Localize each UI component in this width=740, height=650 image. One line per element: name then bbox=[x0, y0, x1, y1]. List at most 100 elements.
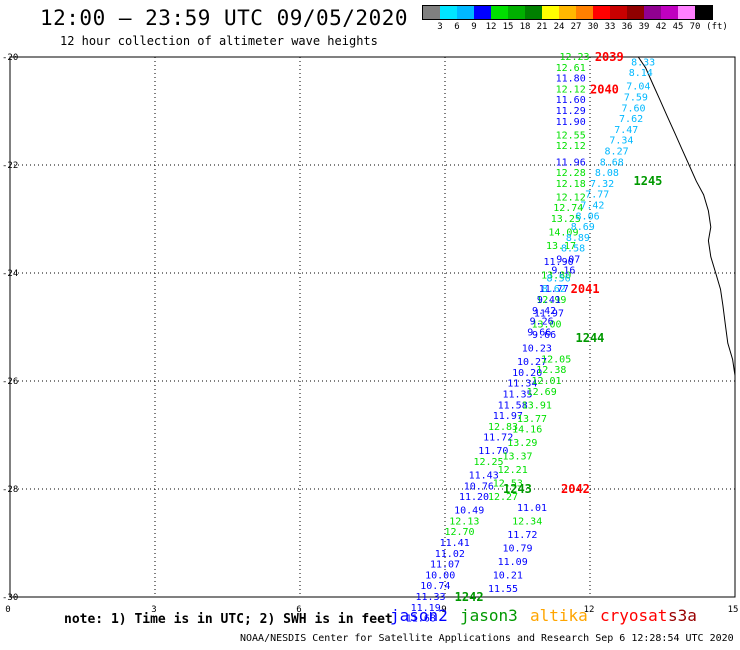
wave-height-point: 12.34 bbox=[512, 516, 542, 527]
wave-height-point: 7.42 bbox=[580, 201, 604, 212]
wave-height-point: 13.17 bbox=[546, 241, 576, 252]
wave-height-point: 11.55 bbox=[488, 584, 518, 595]
wave-height-point: 11.68 bbox=[406, 614, 436, 625]
wave-height-point: 8.33 bbox=[631, 57, 655, 68]
wave-height-point: 11.60 bbox=[556, 95, 586, 106]
wave-height-point: 12.69 bbox=[527, 387, 557, 398]
wave-height-point: 12.99 bbox=[536, 295, 566, 306]
scale-tick-label: 18 bbox=[519, 22, 531, 32]
scale-tick-label: 12 bbox=[485, 22, 497, 32]
wave-height-point: 11.97 bbox=[493, 411, 523, 422]
wave-height-point: 9.66 bbox=[527, 327, 551, 338]
wave-height-point: 10.49 bbox=[454, 506, 484, 517]
wave-height-point: 9.16 bbox=[551, 265, 575, 276]
wave-height-point: 8.27 bbox=[605, 147, 629, 158]
wave-height-point: 13.25 bbox=[551, 214, 581, 225]
map-frame bbox=[9, 56, 736, 598]
scale-swatch-6 bbox=[525, 6, 542, 19]
satellite-legend-s3a: s3a bbox=[668, 606, 697, 625]
wave-height-point: 11.43 bbox=[469, 471, 499, 482]
wave-height-point: 10.74 bbox=[420, 581, 450, 592]
wave-height-point: 11.77 bbox=[539, 284, 569, 295]
pass-label-2039: 2039 bbox=[595, 50, 624, 64]
wave-height-point: 12.18 bbox=[556, 179, 586, 190]
wave-height-point: 12.27 bbox=[488, 492, 518, 503]
wave-height-point: 7.47 bbox=[614, 125, 638, 136]
x-tick-label: 12 bbox=[584, 605, 595, 615]
wave-height-point: 8.68 bbox=[600, 157, 624, 168]
wave-height-point: 7.77 bbox=[585, 190, 609, 201]
wave-height-point: 12.12 bbox=[556, 84, 586, 95]
map-subtitle: 12 hour collection of altimeter wave hei… bbox=[60, 34, 378, 48]
y-tick-label: -24 bbox=[2, 269, 18, 279]
wave-height-point: 7.62 bbox=[619, 114, 643, 125]
wave-height-point: 11.19 bbox=[411, 603, 441, 614]
wave-height-point: 12.70 bbox=[444, 527, 474, 538]
wave-height-point: 12.21 bbox=[498, 465, 528, 476]
pass-label-2040: 2040 bbox=[590, 82, 619, 96]
scale-unit-label: (ft) bbox=[706, 22, 728, 32]
color-scale-ticks: 3 6 9 12 15 18 21 24 27 30 33 36 39 42 45 70 (ft) bbox=[422, 22, 728, 36]
wave-height-point: 12.12 bbox=[556, 192, 586, 203]
note-text: note: 1) Time is in UTC; 2) SWH is in fe… bbox=[64, 612, 393, 627]
wave-height-point: 12.25 bbox=[473, 457, 503, 468]
wave-height-point: 13.00 bbox=[531, 319, 561, 330]
x-tick-label: 9 bbox=[441, 605, 446, 615]
scale-swatch-12 bbox=[627, 6, 644, 19]
scale-tick-label: 70 bbox=[689, 22, 701, 32]
satellite-legend-altika: altika bbox=[530, 606, 588, 625]
wave-height-point: 10.23 bbox=[522, 344, 552, 355]
wave-height-point: 10.21 bbox=[493, 570, 523, 581]
wave-height-point: 11.41 bbox=[440, 538, 470, 549]
wave-height-point: 8.58 bbox=[561, 244, 585, 255]
wave-height-point: 12.53 bbox=[493, 479, 523, 490]
wave-height-point: 8.89 bbox=[566, 233, 590, 244]
wave-height-point: 13.80 bbox=[541, 271, 571, 282]
wave-height-point: 12.23 bbox=[559, 52, 589, 63]
coastline bbox=[637, 56, 736, 390]
wave-height-point: 12.61 bbox=[556, 63, 586, 74]
wave-height-point: 11.02 bbox=[435, 549, 465, 560]
wave-height-point: 11.96 bbox=[556, 157, 586, 168]
scale-swatch-2 bbox=[457, 6, 474, 19]
scale-swatch-10 bbox=[593, 6, 610, 19]
wave-height-point: 11.90 bbox=[556, 117, 586, 128]
scale-tick-label: 6 bbox=[454, 22, 460, 32]
scale-swatch-7 bbox=[542, 6, 559, 19]
scale-tick-label: 27 bbox=[570, 22, 582, 32]
pass-label-1242: 1242 bbox=[455, 590, 484, 604]
scale-swatch-4 bbox=[491, 6, 508, 19]
wave-height-point: 13.29 bbox=[507, 438, 537, 449]
wave-height-point: 12.01 bbox=[531, 376, 561, 387]
wave-height-point: 11.35 bbox=[502, 390, 532, 401]
wave-height-point: 12.38 bbox=[536, 365, 566, 376]
x-tick-label: 0 bbox=[5, 605, 10, 615]
scale-tick-label: 9 bbox=[471, 22, 477, 32]
scale-swatch-3 bbox=[474, 6, 491, 19]
scale-swatch-8 bbox=[559, 6, 576, 19]
wave-height-point: 7.34 bbox=[609, 136, 633, 147]
wave-height-point: 14.16 bbox=[512, 425, 542, 436]
footer-credit: NOAA/NESDIS Center for Satellite Applica… bbox=[240, 633, 734, 644]
pass-label-1243: 1243 bbox=[503, 482, 532, 496]
scale-tick-label: 42 bbox=[655, 22, 667, 32]
wave-height-point: 7.60 bbox=[621, 103, 645, 114]
wave-height-point: 12.83 bbox=[488, 422, 518, 433]
wave-height-point: 9.66 bbox=[532, 330, 556, 341]
scale-tick-label: 45 bbox=[672, 22, 684, 32]
scale-tick-label: 39 bbox=[638, 22, 650, 32]
scale-swatch-13 bbox=[644, 6, 661, 19]
color-scale: 3 6 9 12 15 18 21 24 27 30 33 36 39 42 45 70 (ft) bbox=[422, 5, 728, 36]
wave-height-point: 9.07 bbox=[556, 255, 580, 266]
wave-height-point: 10.79 bbox=[502, 543, 532, 554]
wave-height-point: 14.09 bbox=[548, 228, 578, 239]
scale-tick-label: 30 bbox=[587, 22, 599, 32]
wave-height-point: 9.42 bbox=[532, 306, 556, 317]
x-tick-label: 6 bbox=[296, 605, 301, 615]
wave-height-point: 11.70 bbox=[478, 446, 508, 457]
wave-height-point: 9.26 bbox=[530, 317, 554, 328]
y-tick-label: -30 bbox=[2, 593, 18, 603]
satellite-legend-jason2: jason2 bbox=[390, 606, 448, 625]
y-tick-label: -20 bbox=[2, 53, 18, 63]
scale-swatch-5 bbox=[508, 6, 525, 19]
